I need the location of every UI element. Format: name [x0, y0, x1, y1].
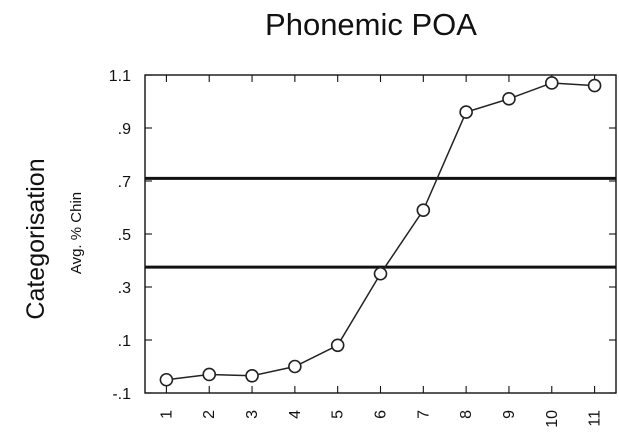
y-tick-label: -.1: [112, 386, 131, 403]
series-line: [166, 82, 595, 381]
data-point: [202, 367, 217, 382]
data-point: [245, 368, 259, 383]
x-tick-label: 2: [201, 410, 218, 419]
x-tick-label: 9: [501, 410, 518, 419]
x-tick-label: 5: [330, 410, 347, 419]
y-tick-label: .9: [118, 121, 131, 138]
data-point: [159, 372, 174, 387]
y-tick-label: .3: [118, 280, 131, 297]
data-point: [502, 92, 516, 106]
y-tick-label: 1.1: [109, 68, 131, 85]
chart-title: Phonemic POA: [265, 7, 477, 42]
x-tick-label: 11: [587, 410, 604, 427]
x-tick-label: 4: [287, 410, 304, 419]
x-tick-label: 6: [373, 410, 390, 419]
x-tick-label: 10: [544, 410, 561, 428]
plot-frame: [144, 74, 617, 394]
data-point: [288, 359, 302, 374]
y-tick-label: .5: [118, 227, 131, 244]
data-point: [544, 76, 559, 90]
data-point: [587, 78, 602, 93]
data-point: [416, 203, 431, 217]
x-tick-label: 8: [458, 410, 475, 419]
y-axis-label: Categorisation: [22, 158, 50, 319]
y-tick-label: .7: [118, 174, 131, 191]
data-point: [459, 105, 473, 119]
x-tick-label: 3: [244, 410, 261, 419]
data-point: [330, 338, 345, 353]
y-tick-label: .1: [118, 333, 131, 350]
x-tick-label: 1: [158, 410, 175, 419]
data-point: [373, 266, 388, 281]
x-tick-label: 7: [415, 410, 432, 419]
axes: 1.1 .9 .7 .5 .3 .1 -.1 1 2 3 4 5 6 7 8 9 10 11: [109, 68, 617, 428]
y-axis-sub-label: Avg. % Chin: [68, 192, 85, 274]
data-series: [159, 76, 602, 387]
reference-lines: [145, 176, 616, 269]
